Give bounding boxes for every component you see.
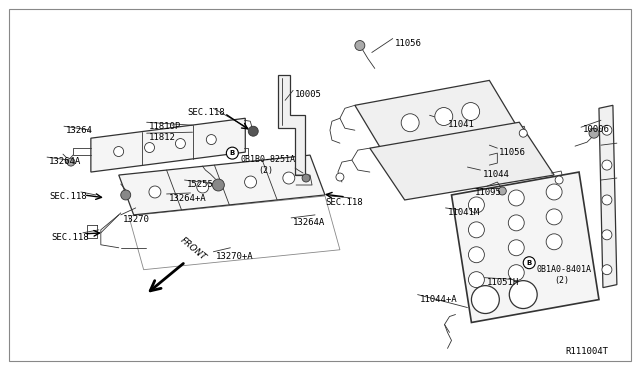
Text: SEC.118: SEC.118 (49, 192, 86, 201)
Text: SEC.118: SEC.118 (188, 108, 225, 117)
Circle shape (149, 186, 161, 198)
Circle shape (114, 147, 124, 157)
Circle shape (302, 174, 310, 182)
Text: R111004T: R111004T (565, 347, 608, 356)
Polygon shape (278, 76, 305, 175)
Text: SEC.118: SEC.118 (51, 233, 88, 242)
Text: 13270+A: 13270+A (216, 252, 253, 261)
Circle shape (508, 240, 524, 256)
Circle shape (508, 190, 524, 206)
Text: FRONT: FRONT (179, 236, 208, 263)
Polygon shape (451, 172, 599, 323)
Circle shape (508, 215, 524, 231)
Text: (2): (2) (258, 166, 273, 175)
Text: 10005: 10005 (295, 90, 322, 99)
Circle shape (461, 103, 479, 121)
Text: 11041: 11041 (447, 120, 474, 129)
Circle shape (468, 247, 484, 263)
Text: (2): (2) (554, 276, 569, 285)
Text: 10006: 10006 (583, 125, 610, 134)
Circle shape (602, 160, 612, 170)
Text: 13264A: 13264A (293, 218, 325, 227)
Text: 11044: 11044 (483, 170, 509, 179)
Text: 11812: 11812 (148, 133, 175, 142)
Text: B: B (230, 150, 235, 156)
Text: 11810P: 11810P (148, 122, 181, 131)
Circle shape (121, 190, 131, 200)
Circle shape (546, 234, 562, 250)
Text: 15255: 15255 (186, 180, 213, 189)
Circle shape (248, 126, 258, 136)
Text: 0B1A0-8401A: 0B1A0-8401A (536, 265, 591, 274)
Circle shape (546, 209, 562, 225)
Circle shape (524, 257, 535, 269)
Circle shape (196, 181, 209, 193)
Circle shape (509, 280, 537, 308)
Circle shape (602, 125, 612, 135)
Circle shape (546, 184, 562, 200)
Polygon shape (91, 118, 245, 172)
Text: 13264+A: 13264+A (168, 194, 206, 203)
Circle shape (602, 195, 612, 205)
Circle shape (555, 176, 563, 184)
Circle shape (206, 135, 216, 145)
Circle shape (468, 272, 484, 288)
Circle shape (212, 179, 225, 191)
Circle shape (67, 158, 75, 166)
Circle shape (336, 173, 344, 181)
Circle shape (508, 265, 524, 280)
Circle shape (468, 222, 484, 238)
Text: 13264: 13264 (66, 126, 93, 135)
Text: SEC.118: SEC.118 (325, 198, 363, 207)
Text: 11056: 11056 (395, 39, 422, 48)
Text: 11044+A: 11044+A (420, 295, 457, 304)
Polygon shape (370, 122, 554, 200)
Text: 11095: 11095 (474, 188, 501, 197)
Circle shape (227, 147, 238, 159)
Text: 11041M: 11041M (447, 208, 480, 217)
Circle shape (401, 114, 419, 132)
Circle shape (355, 41, 365, 51)
Polygon shape (355, 80, 519, 155)
Text: 13264A: 13264A (49, 157, 81, 166)
Circle shape (499, 187, 506, 195)
Circle shape (175, 139, 186, 148)
Text: 11056: 11056 (499, 148, 526, 157)
Text: 11051H: 11051H (486, 278, 518, 287)
Circle shape (283, 172, 295, 184)
Circle shape (145, 142, 154, 153)
Polygon shape (119, 155, 325, 215)
Circle shape (468, 197, 484, 213)
Circle shape (602, 230, 612, 240)
Circle shape (435, 108, 452, 125)
Text: 13270: 13270 (123, 215, 150, 224)
Polygon shape (599, 105, 617, 288)
Text: B: B (527, 260, 532, 266)
Circle shape (519, 129, 527, 137)
Circle shape (472, 286, 499, 314)
Circle shape (244, 176, 257, 188)
Text: 0B1B0-8251A: 0B1B0-8251A (240, 155, 295, 164)
Circle shape (589, 128, 599, 138)
Circle shape (602, 265, 612, 275)
